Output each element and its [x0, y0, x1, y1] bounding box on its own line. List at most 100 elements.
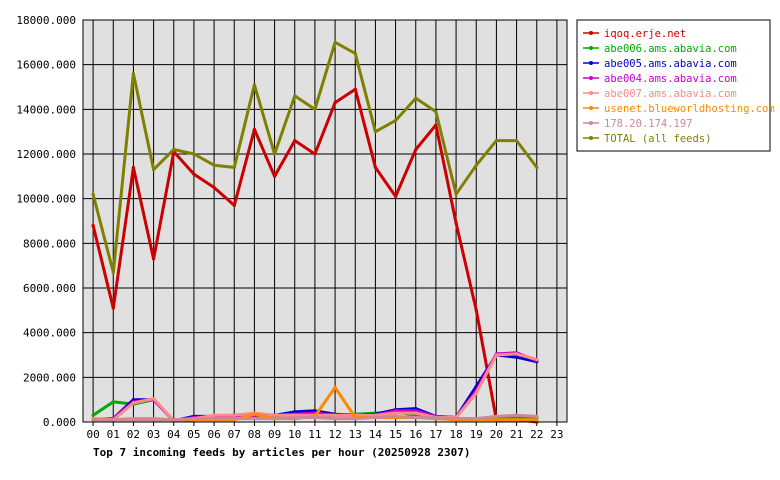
data-point [394, 414, 398, 418]
data-point [494, 418, 498, 422]
legend-frame [576, 19, 771, 152]
x-tick-label: 11 [308, 428, 321, 441]
x-tick-label: 03 [147, 428, 160, 441]
data-point [313, 415, 317, 420]
x-tick-label: 14 [369, 428, 383, 441]
legend-label: usenet.blueworldhosting.com [604, 103, 775, 115]
data-point [333, 417, 337, 421]
data-point [252, 412, 256, 416]
data-point [152, 257, 156, 261]
data-point [414, 415, 418, 420]
data-point [414, 411, 418, 415]
data-point [394, 409, 398, 413]
data-point [414, 147, 418, 152]
data-point [313, 107, 317, 111]
x-tick-label: 00 [86, 428, 99, 441]
data-point [91, 413, 95, 417]
x-tick-label: 13 [349, 428, 362, 441]
data-point [454, 221, 458, 225]
legend-label: abe004.ams.abavia.com [604, 73, 737, 85]
data-point [232, 417, 236, 421]
data-point [515, 413, 519, 417]
data-point [494, 353, 498, 357]
x-tick-label: 18 [449, 428, 462, 441]
data-point [273, 174, 277, 178]
data-point [192, 172, 196, 176]
chart-title: Top 7 incoming feeds by articles per hou… [93, 446, 471, 459]
y-tick-label: 4000.000 [23, 327, 76, 340]
legend-label: iqoq.erje.net [604, 28, 686, 40]
y-axis-ticks: 0.000 2000.000 4000.000 6000.000 8000.000 100… [16, 14, 76, 429]
data-point [152, 168, 156, 172]
data-point [494, 139, 498, 143]
data-point [313, 409, 317, 413]
data-point [353, 51, 357, 56]
y-tick-label: 12000.000 [16, 148, 76, 161]
x-tick-label: 19 [470, 428, 483, 441]
data-point [212, 185, 216, 190]
data-point [252, 417, 256, 421]
legend-marker [589, 61, 593, 65]
data-point [111, 400, 115, 404]
data-point [212, 163, 216, 167]
data-point [152, 418, 156, 422]
data-point [111, 270, 115, 274]
data-point [333, 101, 337, 105]
legend-label: abe005.ams.abavia.com [604, 58, 737, 70]
legend-marker [589, 76, 593, 80]
x-axis-ticks: 00 01 02 03 04 05 06 07 08 09 10 11 12 13 14 15 16 17 18 19… [86, 422, 564, 441]
data-point [131, 418, 135, 422]
data-point [333, 413, 337, 417]
y-tick-label: 16000.000 [16, 59, 76, 72]
legend-marker [589, 106, 593, 110]
data-point [474, 163, 478, 167]
x-tick-label: 05 [187, 428, 200, 441]
data-point [172, 147, 176, 152]
x-tick-label: 07 [228, 428, 241, 441]
x-tick-label: 10 [288, 428, 301, 441]
data-point [192, 152, 196, 156]
legend-label: TOTAL (all feeds) [604, 133, 711, 145]
data-point [232, 165, 236, 169]
data-point [293, 415, 297, 420]
x-tick-label: 17 [429, 428, 442, 441]
y-tick-label: 14000.000 [16, 103, 76, 116]
plot-area [83, 20, 567, 422]
data-point [394, 118, 398, 123]
data-point [474, 391, 478, 395]
x-tick-label: 01 [107, 428, 120, 441]
data-point [474, 308, 478, 312]
series-lines [91, 40, 539, 424]
data-point [434, 123, 438, 127]
x-tick-label: 02 [127, 428, 140, 441]
legend-marker [589, 46, 593, 50]
legend-label: abe006.ams.abavia.com [604, 43, 737, 55]
data-point [414, 409, 418, 413]
data-point [535, 165, 539, 169]
legend-label: abe007.ams.abavia.com [604, 88, 737, 100]
legend-marker [589, 31, 593, 35]
data-point [535, 414, 539, 418]
data-point [494, 414, 498, 418]
data-point [232, 413, 236, 417]
data-point [515, 355, 519, 359]
data-point [414, 96, 418, 100]
data-point [232, 203, 236, 207]
data-point [333, 40, 337, 44]
data-point [474, 417, 478, 421]
data-point [293, 139, 297, 143]
x-tick-label: 21 [510, 428, 523, 441]
data-point [252, 83, 256, 87]
data-point [91, 418, 95, 422]
data-point [192, 417, 196, 421]
data-point [515, 352, 519, 356]
data-point [131, 165, 135, 169]
data-point [394, 194, 398, 198]
data-point [454, 417, 458, 421]
data-point [111, 306, 115, 310]
y-tick-label: 0.000 [43, 416, 76, 429]
data-point [515, 139, 519, 143]
y-tick-label: 2000.000 [23, 371, 76, 384]
y-tick-label: 6000.000 [23, 282, 76, 295]
